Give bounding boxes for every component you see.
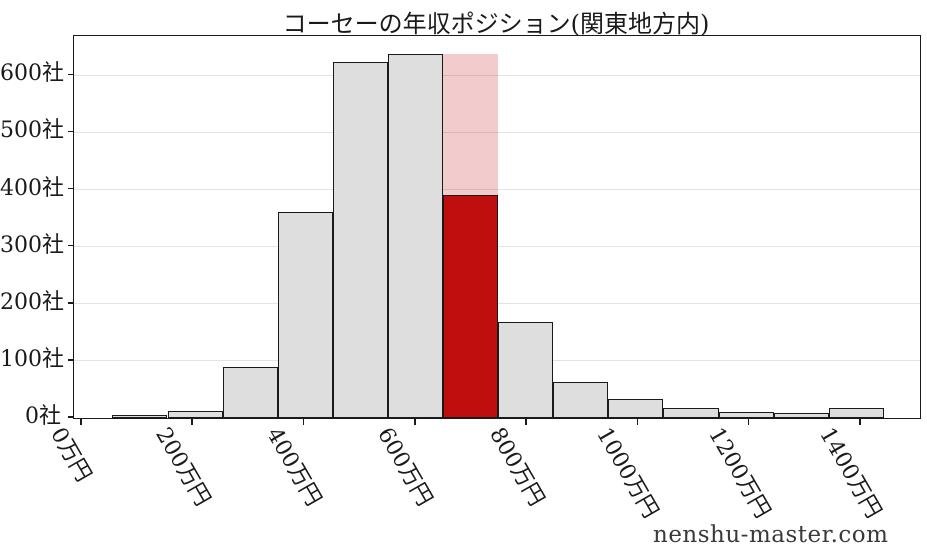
x-tick — [302, 419, 305, 425]
x-tick-label: 600万円 — [372, 423, 438, 511]
x-tick — [191, 419, 193, 425]
histogram-bar — [663, 408, 719, 418]
histogram-bar — [828, 408, 884, 418]
plot-area — [73, 35, 921, 419]
y-tick-label: 200社 — [0, 289, 64, 315]
y-tick-label: 500社 — [0, 118, 64, 144]
x-tick — [79, 419, 82, 425]
x-tick-label: 1200万円 — [702, 423, 775, 523]
histogram-bar — [387, 53, 443, 418]
histogram-bar — [608, 399, 664, 418]
histogram-bar — [112, 415, 168, 418]
highlight-overlay — [443, 53, 499, 196]
y-tick — [68, 73, 74, 76]
watermark: nenshu-master.com — [653, 522, 889, 548]
histogram-bar-highlight — [443, 195, 499, 418]
y-tick-label: 400社 — [0, 175, 64, 201]
y-tick-label: 100社 — [0, 346, 64, 372]
x-tick-label: 200万円 — [149, 423, 215, 511]
y-tick — [68, 416, 74, 418]
y-tick — [68, 244, 74, 247]
histogram-bar — [332, 61, 388, 418]
x-tick — [525, 419, 527, 425]
histogram-bar — [498, 322, 554, 418]
histogram-bar — [718, 412, 774, 418]
chart-title: コーセーの年収ポジション(関東地方内) — [282, 10, 710, 38]
x-tick-label: 400万円 — [261, 423, 326, 511]
x-tick — [413, 419, 416, 425]
gridline — [74, 188, 920, 191]
x-tick-label: 800万円 — [483, 423, 549, 511]
gridline — [74, 131, 920, 134]
x-tick-label: 0万円 — [45, 423, 97, 487]
y-tick — [68, 187, 74, 190]
y-tick-label: 0社 — [25, 404, 61, 429]
x-tick — [747, 419, 750, 425]
y-tick-label: 600社 — [0, 61, 64, 87]
histogram-bar — [553, 382, 609, 418]
y-tick — [68, 301, 74, 304]
y-tick — [68, 359, 74, 361]
x-tick-label: 1400万円 — [814, 423, 886, 523]
x-tick — [859, 419, 861, 425]
x-tick — [636, 419, 639, 425]
y-tick — [68, 130, 74, 133]
y-tick-label: 300社 — [0, 232, 64, 258]
gridline — [74, 74, 920, 76]
x-tick-label: 1000万円 — [591, 423, 664, 523]
histogram-bar — [773, 413, 829, 418]
histogram-bar — [167, 410, 223, 418]
histogram-bar — [222, 366, 278, 418]
histogram-bar — [277, 212, 333, 418]
